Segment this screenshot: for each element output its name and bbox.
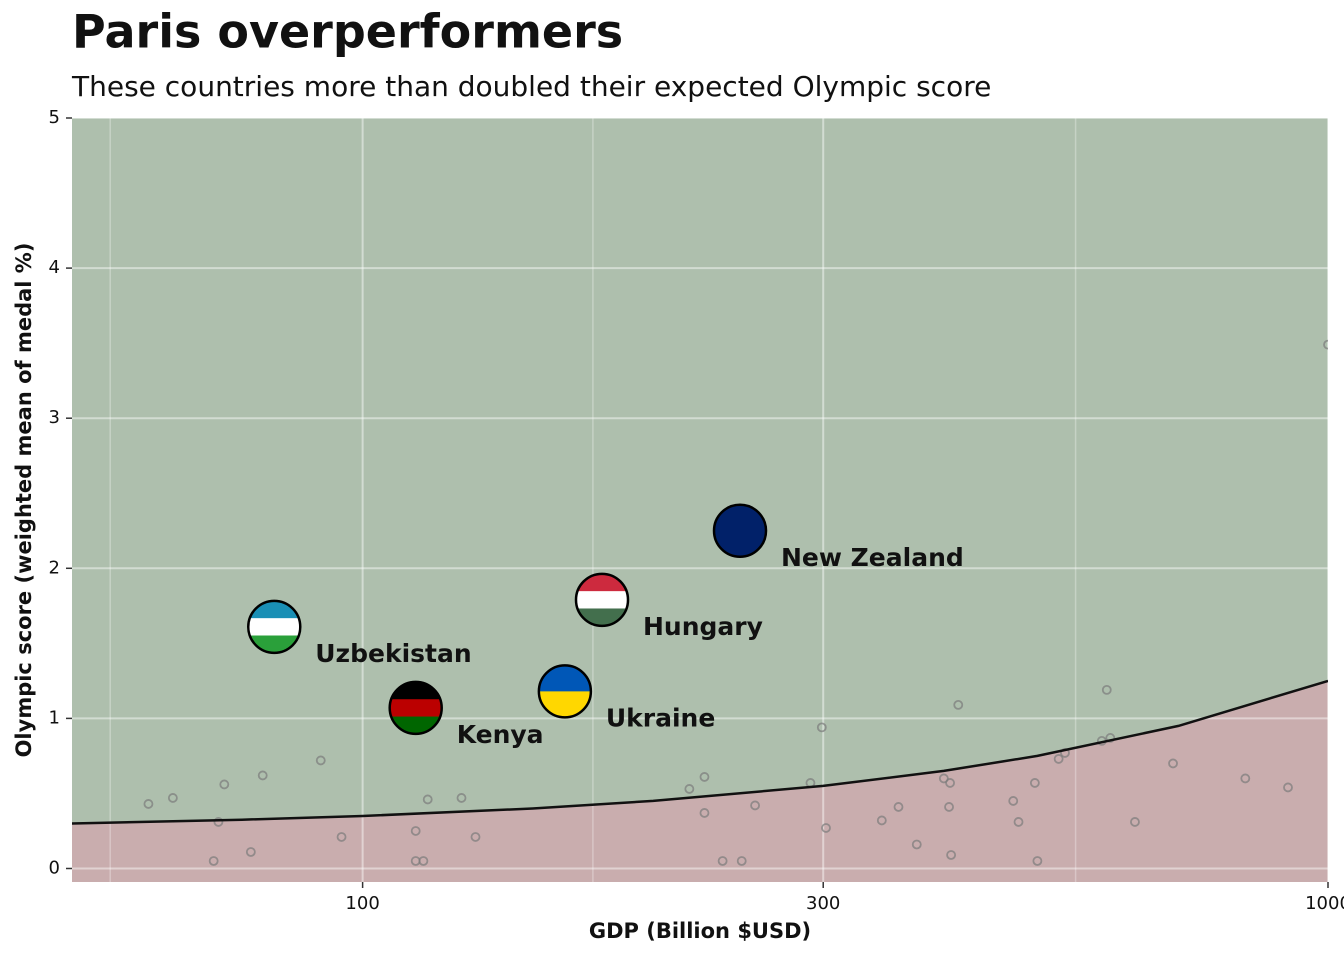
flag-marker <box>537 664 593 719</box>
point <box>1283 782 1293 793</box>
point <box>816 722 827 733</box>
point <box>1323 339 1328 350</box>
point <box>821 823 831 833</box>
flag-border <box>388 680 443 736</box>
y-tick-label: 3 <box>49 407 60 428</box>
point <box>1105 733 1116 743</box>
point <box>944 802 954 812</box>
point <box>1130 817 1140 827</box>
point <box>315 755 326 766</box>
point <box>946 850 957 860</box>
flag-stripe <box>389 699 442 718</box>
point <box>470 832 481 842</box>
country-label: Hungary <box>643 612 763 641</box>
x-tick-label: 1000 <box>1305 893 1344 914</box>
x-axis-label: GDP (Billion $USD) <box>589 919 811 943</box>
flag-marker <box>712 503 768 559</box>
point <box>418 856 429 866</box>
flag-stripe <box>576 591 629 609</box>
y-tick-label: 0 <box>49 857 60 878</box>
flag-stripe <box>248 618 301 636</box>
point <box>456 793 467 803</box>
flag-marker <box>574 572 630 628</box>
region-above <box>72 118 1328 824</box>
y-tick-label: 5 <box>49 107 60 128</box>
point <box>213 817 224 827</box>
flag-border <box>574 572 630 628</box>
point <box>1101 684 1112 695</box>
point <box>245 847 256 857</box>
chart-subtitle: These countries more than doubled their … <box>71 70 991 103</box>
point <box>1053 754 1064 764</box>
point <box>953 699 964 710</box>
plot-area: New Zealand Hungary Uzbekistan Kenya Ukraine <box>72 118 1328 882</box>
point <box>717 856 728 866</box>
point <box>684 784 695 794</box>
x-tick-label: 100 <box>345 893 379 914</box>
point <box>1029 778 1040 788</box>
point <box>1168 758 1178 769</box>
country-label: Ukraine <box>606 703 715 732</box>
point <box>1013 817 1024 827</box>
point <box>422 794 433 805</box>
point <box>876 815 887 826</box>
point <box>699 808 710 818</box>
point <box>1032 856 1043 866</box>
y-axis-label: Olympic score (weighted mean of medal %) <box>12 243 36 758</box>
country-label: Kenya <box>457 720 544 749</box>
region-below <box>72 680 1328 882</box>
point <box>911 839 922 850</box>
x-tick-label: 300 <box>806 893 840 914</box>
point <box>945 778 955 788</box>
expected-curve <box>72 679 1328 825</box>
flag-marker <box>247 599 302 655</box>
country-label: Uzbekistan <box>315 639 471 668</box>
flag-stripe <box>714 504 767 557</box>
point <box>893 802 904 812</box>
axes: 0 1 2 3 4 5 100 300 1000 <box>49 107 1344 914</box>
point <box>938 773 949 784</box>
point <box>167 793 178 803</box>
point <box>208 856 219 866</box>
y-tick-label: 1 <box>49 707 60 728</box>
point <box>257 770 268 781</box>
point <box>736 856 747 866</box>
point <box>219 779 230 790</box>
point <box>410 826 421 836</box>
point <box>1008 796 1019 806</box>
point <box>143 799 154 809</box>
flag-border <box>712 503 768 559</box>
y-tick-label: 4 <box>49 257 60 278</box>
flag-border <box>247 599 302 655</box>
point <box>750 800 760 811</box>
y-tick-label: 2 <box>49 557 60 578</box>
flag-border <box>537 664 593 719</box>
country-label: New Zealand <box>781 543 964 572</box>
point <box>1240 773 1251 784</box>
chart-title: Paris overperformers <box>72 5 623 59</box>
point <box>336 832 347 842</box>
flag-marker <box>388 680 443 736</box>
point <box>699 772 710 782</box>
